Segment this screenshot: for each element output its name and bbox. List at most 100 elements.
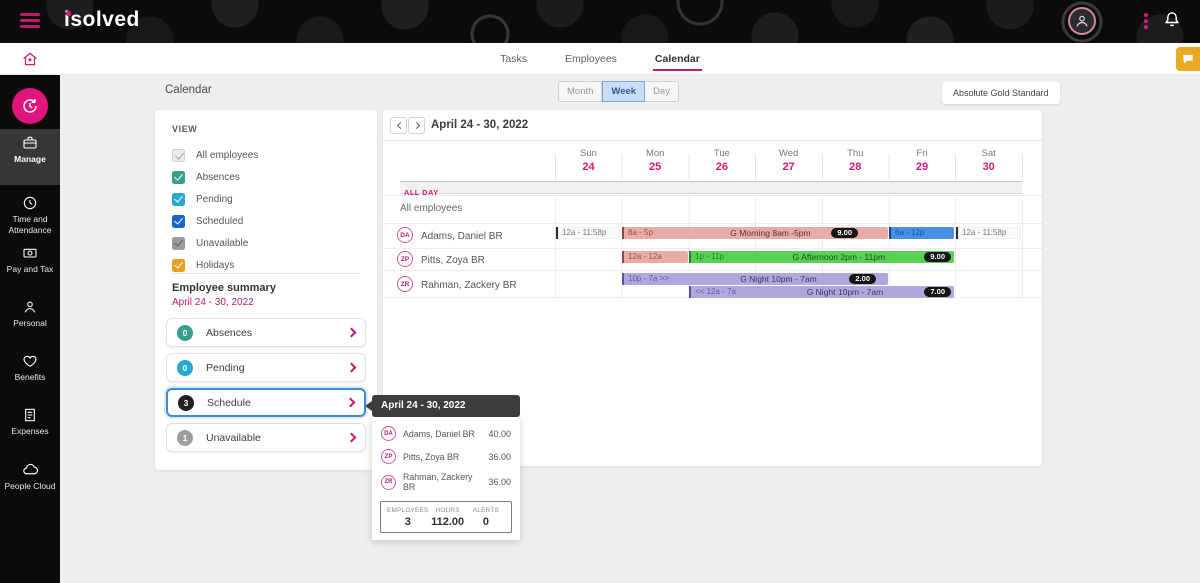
view-week-button[interactable]: Week	[602, 81, 646, 102]
sidebar-item-people-cloud[interactable]: People Cloud	[0, 455, 60, 492]
row-divider	[383, 270, 1042, 271]
filter-absences[interactable]: Absences	[172, 171, 240, 184]
sidebar-item-manage[interactable]: Manage	[0, 129, 60, 185]
totals-hours-label: HOURS	[435, 507, 460, 514]
row-divider	[383, 248, 1042, 249]
summary-card-absences[interactable]: 0 Absences	[166, 318, 366, 347]
sidebar: Manage Time and Attendance Pay and Tax P…	[0, 75, 60, 583]
summary-card-schedule[interactable]: 3 Schedule	[166, 388, 366, 417]
tab-calendar[interactable]: Calendar	[652, 44, 702, 74]
filter-unavailable[interactable]: Unavailable	[172, 237, 248, 250]
kebab-menu-icon[interactable]	[1142, 13, 1150, 31]
totals-hours-value: 112.00	[431, 516, 465, 528]
hamburger-menu-icon[interactable]	[20, 13, 40, 29]
sidebar-item-pay-tax[interactable]: Pay and Tax	[0, 239, 60, 275]
home-icon[interactable]	[21, 50, 39, 68]
checkbox-holidays[interactable]	[172, 259, 185, 272]
notifications-bell-icon[interactable]	[1162, 10, 1184, 32]
schedule-summary-popup: April 24 - 30, 2022 DA Adams, Daniel BR …	[365, 395, 520, 540]
sidebar-label: People Cloud	[4, 481, 56, 491]
next-week-button[interactable]	[408, 117, 425, 134]
avatar-adams: DA	[397, 227, 413, 243]
view-filters-title: VIEW	[172, 124, 198, 134]
count-badge: 1	[177, 429, 193, 446]
sidebar-item-personal[interactable]: Personal	[0, 293, 60, 329]
money-icon	[23, 248, 37, 258]
prev-week-button[interactable]	[390, 117, 407, 134]
shift-bar-adams-morning[interactable]: 8a - 5p G Morning 8am -5pm 9.00	[622, 227, 888, 239]
popup-employee-name: Rahman, Zackery BR	[403, 472, 473, 492]
checkbox-unavailable[interactable]	[172, 237, 185, 250]
heart-icon	[23, 355, 37, 367]
filter-all-employees[interactable]: All employees	[172, 149, 258, 162]
totals-employees-value: 3	[404, 516, 411, 528]
topbar: isolved	[0, 0, 1200, 43]
summary-card-label: Absences	[206, 326, 253, 339]
shift-title: G Night 10pm - 7am	[740, 274, 817, 284]
filter-scheduled[interactable]: Scheduled	[172, 215, 243, 228]
shift-time: 6a - 12p	[895, 228, 925, 237]
history-clock-icon	[23, 99, 37, 113]
popup-employee-name: Pitts, Zoya BR	[403, 451, 460, 462]
isolved-logo: isolved	[64, 8, 140, 32]
calendar-header: April 24 - 30, 2022	[383, 110, 1042, 141]
org-selector-button[interactable]: Absolute Gold Standard	[942, 82, 1060, 104]
shift-bar-rahman-night-1[interactable]: 10p - 7a >> G Night 10pm - 7am 2.00	[622, 273, 888, 285]
filter-label: Unavailable	[196, 238, 249, 249]
tab-employees[interactable]: Employees	[564, 53, 617, 65]
support-chat-button[interactable]	[1176, 47, 1200, 71]
view-filter-panel: VIEW All employees Absences Pending Sche…	[155, 110, 377, 470]
popup-arrow	[365, 401, 372, 411]
avatar: ZR	[381, 474, 396, 490]
chevron-right-icon	[345, 397, 356, 408]
quick-launch-button[interactable]	[12, 88, 48, 124]
chevron-right-icon	[346, 327, 357, 338]
summary-card-label: Unavailable	[206, 431, 261, 444]
shift-bar-rahman-night-2[interactable]: << 12a - 7a G Night 10pm - 7am 7.00	[689, 286, 954, 298]
all-day-label: ALL DAY	[404, 188, 439, 197]
shift-hours-badge: 9.00	[924, 252, 951, 262]
chevron-right-icon	[346, 362, 357, 373]
checkbox-all-employees[interactable]	[172, 149, 185, 162]
filter-label: Holidays	[196, 260, 235, 271]
count-badge: 0	[177, 359, 193, 376]
shift-bar-adams-sun[interactable]: 12a - 11:58p	[556, 227, 620, 239]
checkbox-scheduled[interactable]	[172, 215, 185, 228]
filter-label: All employees	[196, 150, 259, 161]
shift-bar-adams-sat[interactable]: 12a - 11:58p	[956, 227, 1021, 239]
shift-hours-badge: 9.00	[831, 228, 858, 238]
checkbox-absences[interactable]	[172, 171, 185, 184]
filter-label: Scheduled	[196, 216, 244, 227]
filter-pending[interactable]: Pending	[172, 193, 233, 206]
view-day-button[interactable]: Day	[645, 81, 679, 102]
shift-time: 8a - 5p	[628, 228, 653, 237]
cloud-icon	[22, 463, 38, 475]
row-divider	[383, 223, 1042, 224]
sidebar-item-expenses[interactable]: Expenses	[0, 401, 60, 437]
summary-card-unavailable[interactable]: 1 Unavailable	[166, 423, 366, 452]
view-month-button[interactable]: Month	[558, 81, 603, 102]
shift-title: G Morning 8am -5pm	[730, 228, 811, 238]
logo-dot	[65, 11, 71, 16]
sidebar-label: Time and Attendance	[8, 214, 52, 236]
shift-bar-pitts-mon[interactable]: 12a - 12a	[622, 251, 688, 263]
user-avatar[interactable]	[1068, 7, 1096, 35]
filter-holidays[interactable]: Holidays	[172, 259, 234, 272]
sidebar-item-benefits[interactable]: Benefits	[0, 347, 60, 383]
checkbox-pending[interactable]	[172, 193, 185, 206]
shift-time: << 12a - 7a	[695, 287, 736, 296]
sidebar-item-time-attendance[interactable]: Time and Attendance	[0, 189, 60, 236]
tab-tasks[interactable]: Tasks	[500, 53, 527, 65]
shift-title: G Afternoon 2pm - 11pm	[792, 252, 886, 262]
shift-bar-pitts-afternoon[interactable]: 1p - 11p G Afternoon 2pm - 11pm 9.00	[689, 251, 954, 263]
summary-card-pending[interactable]: 0 Pending	[166, 353, 366, 382]
person-icon	[1076, 15, 1088, 27]
employee-summary-title: Employee summary	[172, 282, 276, 294]
avatar-pitts: ZP	[397, 251, 413, 267]
calendar-date-range: April 24 - 30, 2022	[431, 119, 529, 131]
chat-icon	[1183, 54, 1193, 64]
shift-bar-adams-fri[interactable]: 6a - 12p	[889, 227, 954, 239]
totals-alerts-value: 0	[482, 516, 489, 528]
popup-totals-box: EMPLOYEES HOURS ALERTS 3 112.00 0	[380, 501, 512, 533]
